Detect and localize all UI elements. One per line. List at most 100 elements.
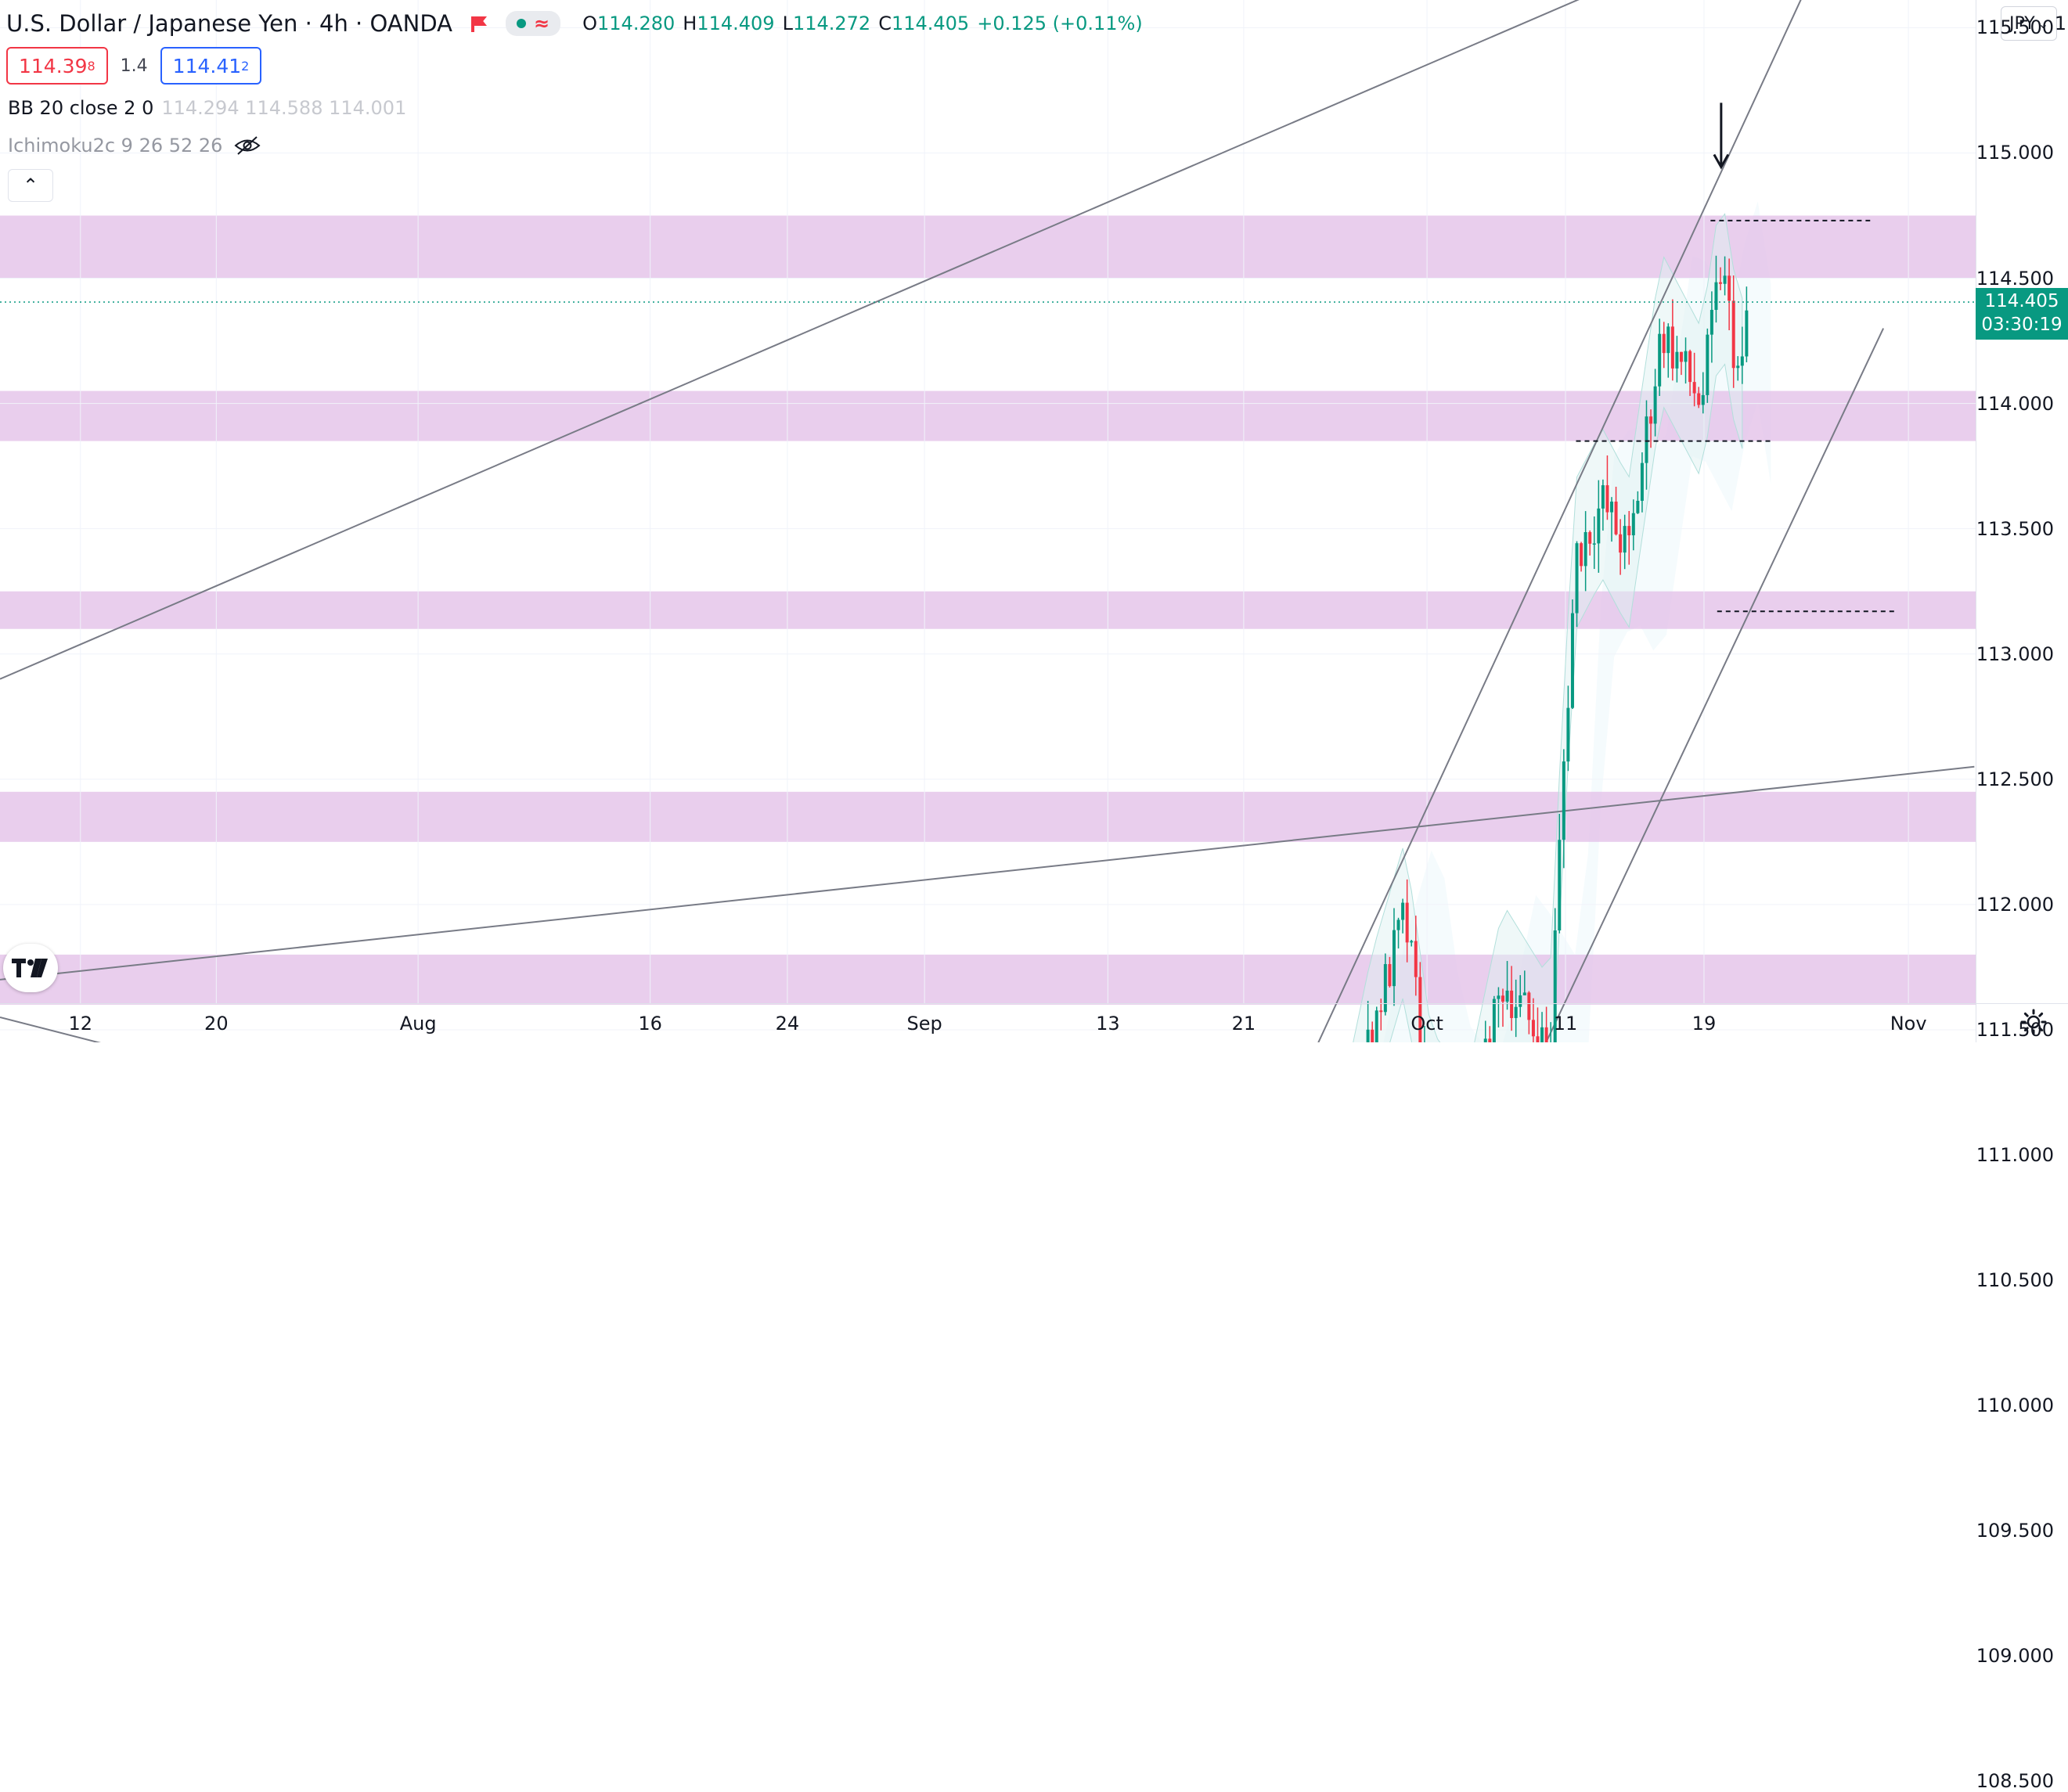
candle-body	[1636, 500, 1640, 513]
candle-body	[1619, 534, 1623, 553]
ichimoku-label: Ichimoku2c 9 26 52 26	[8, 135, 223, 157]
collapse-legend-button[interactable]: ⌃	[8, 169, 53, 202]
candle-body	[1649, 416, 1653, 424]
price-chart[interactable]	[0, 0, 2068, 1042]
candle-body	[1522, 992, 1526, 995]
trend-line[interactable]	[0, 0, 1833, 680]
candle-body	[1666, 326, 1670, 354]
bb-label: BB 20 close 2 0	[8, 97, 154, 119]
candle-body	[1710, 309, 1713, 335]
candle-body	[1583, 531, 1587, 567]
high-label: H	[683, 13, 697, 34]
candle-body	[1658, 333, 1662, 387]
candle-body	[1640, 462, 1644, 501]
candle-body	[1684, 351, 1688, 362]
price-axis-label: 108.500	[1976, 1770, 2054, 1792]
candle-body	[1731, 300, 1735, 369]
candle-body	[1483, 1038, 1487, 1042]
low-label: L	[782, 13, 793, 34]
trend-line[interactable]	[1250, 328, 1885, 1042]
open-label: O	[582, 13, 598, 34]
zone-band	[0, 215, 1976, 279]
candle-body	[1662, 333, 1666, 354]
low-value: 114.272	[792, 13, 871, 34]
wave-icon: ≈	[534, 13, 550, 34]
open-value: 114.280	[597, 13, 676, 34]
price-axis-label: 109.000	[1976, 1645, 2054, 1668]
time-axis-label: Oct	[1410, 1013, 1443, 1035]
candle-body	[1736, 365, 1740, 369]
tradingview-logo-icon	[12, 959, 48, 977]
price-axis-label: 113.500	[1976, 517, 2054, 540]
close-label: C	[878, 13, 892, 34]
buy-price-pip: 2	[241, 58, 250, 74]
zone-band	[0, 791, 1976, 842]
high-value: 114.409	[697, 13, 775, 34]
price-axis-label: 115.000	[1976, 142, 2054, 164]
flag-icon[interactable]	[470, 15, 487, 32]
candle-body	[1740, 356, 1744, 366]
current-price-value: 114.405	[1984, 290, 2059, 311]
candle-body	[1714, 282, 1718, 310]
tradingview-logo[interactable]	[3, 944, 58, 992]
candle-body	[1566, 707, 1570, 762]
hidden-eye-icon[interactable]	[233, 135, 261, 156]
sell-price-pip: 8	[87, 58, 95, 74]
symbol-title[interactable]: U.S. Dollar / Japanese Yen · 4h · OANDA	[6, 10, 453, 37]
candle-body	[1536, 1036, 1540, 1042]
candle-body	[1701, 394, 1705, 405]
time-axis-label: 21	[1231, 1013, 1256, 1035]
ichimoku-legend[interactable]: Ichimoku2c 9 26 52 26	[8, 135, 261, 157]
trend-line[interactable]	[1191, 0, 1823, 1042]
buy-button[interactable]: 114.41 2	[160, 47, 262, 85]
time-axis-label: 20	[204, 1013, 229, 1035]
candle-body	[1592, 543, 1596, 545]
close-value: 114.405	[891, 13, 970, 34]
price-axis-label: 113.000	[1976, 642, 2054, 665]
candle-body	[1540, 1027, 1544, 1042]
candle-body	[1631, 513, 1635, 536]
time-axis-label: Nov	[1890, 1013, 1927, 1035]
candle-body	[1510, 990, 1514, 1018]
sell-button[interactable]: 114.39 8	[6, 47, 108, 85]
zone-band	[0, 954, 1976, 1005]
chevron-down-icon: ⌄	[2037, 16, 2049, 31]
candle-body	[1501, 995, 1504, 1002]
candle-body	[1605, 485, 1609, 513]
candle-body	[1719, 282, 1723, 284]
price-label-clipped: 1	[2054, 13, 2066, 34]
candle-body	[1728, 275, 1731, 301]
time-axis-label: 12	[68, 1013, 93, 1035]
time-axis-label: 19	[1692, 1013, 1717, 1035]
candle-body	[1531, 1020, 1535, 1037]
candle-body	[1692, 382, 1696, 394]
candle-body	[1653, 386, 1657, 424]
price-axis-label: 111.000	[1976, 1144, 2054, 1166]
candle-body	[1492, 999, 1496, 1042]
candle-body	[1588, 531, 1592, 544]
candle-body	[1405, 902, 1409, 943]
candle-body	[1723, 275, 1727, 284]
ohlc-values: O114.280 H114.409 L114.272 C114.405 +0.1…	[582, 13, 1143, 34]
price-axis-label: 114.000	[1976, 392, 2054, 415]
time-axis-label: 16	[638, 1013, 662, 1035]
price-axis-label: 114.500	[1976, 267, 2054, 290]
price-axis-label: 115.500	[1976, 16, 2054, 39]
grid-lines	[0, 0, 1976, 1031]
gear-icon[interactable]	[2019, 1008, 2048, 1036]
trend-line[interactable]	[0, 765, 1975, 981]
candle-body	[1627, 526, 1631, 536]
candle-body	[1366, 1029, 1370, 1042]
candle-body	[1645, 416, 1648, 463]
currency-button[interactable]: JPY ⌄	[2001, 6, 2058, 41]
chevron-up-icon: ⌃	[22, 175, 39, 196]
price-axis-label: 112.500	[1976, 768, 2054, 790]
bb-legend[interactable]: BB 20 close 2 0 114.294 114.588 114.001	[8, 97, 406, 119]
time-axis-label: 24	[775, 1013, 800, 1035]
arrow-head	[1713, 153, 1730, 170]
candle-body	[1675, 351, 1679, 369]
candle-body	[1601, 485, 1605, 509]
candle-body	[1688, 351, 1692, 383]
market-status-pill[interactable]: ≈	[506, 11, 561, 36]
candles	[1366, 255, 1749, 1042]
